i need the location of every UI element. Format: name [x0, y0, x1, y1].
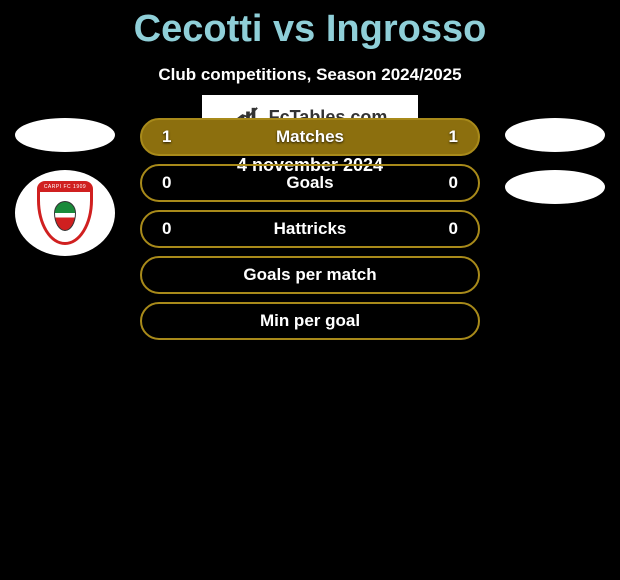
stat-right-value: 0	[449, 173, 458, 193]
stat-row: Goals per match	[140, 256, 480, 294]
shield-icon: CARPI FC 1909	[37, 181, 93, 245]
stat-label: Hattricks	[142, 219, 478, 239]
stat-left-value: 0	[162, 173, 171, 193]
stat-label: Goals	[142, 173, 478, 193]
stat-label: Goals per match	[142, 265, 478, 285]
club-badge-left: CARPI FC 1909	[15, 170, 115, 256]
stat-label: Min per goal	[142, 311, 478, 331]
player-photo-left	[15, 118, 115, 152]
player-photo-right	[505, 118, 605, 152]
stats-column: 1Matches10Goals00Hattricks0Goals per mat…	[140, 118, 480, 340]
stat-row: Min per goal	[140, 302, 480, 340]
subtitle: Club competitions, Season 2024/2025	[0, 65, 620, 85]
stat-row: 0Hattricks0	[140, 210, 480, 248]
stat-right-value: 1	[449, 127, 458, 147]
stat-right-value: 0	[449, 219, 458, 239]
stat-left-value: 0	[162, 219, 171, 239]
right-column	[500, 118, 610, 204]
stat-row: 1Matches1	[140, 118, 480, 156]
club-badge-right	[505, 170, 605, 204]
left-column: CARPI FC 1909	[10, 118, 120, 256]
shield-topline: CARPI FC 1909	[38, 182, 92, 192]
stat-left-value: 1	[162, 127, 171, 147]
page-title: Cecotti vs Ingrosso	[0, 0, 620, 51]
stat-label: Matches	[142, 127, 478, 147]
stat-row: 0Goals0	[140, 164, 480, 202]
shield-inner-icon	[54, 201, 76, 231]
